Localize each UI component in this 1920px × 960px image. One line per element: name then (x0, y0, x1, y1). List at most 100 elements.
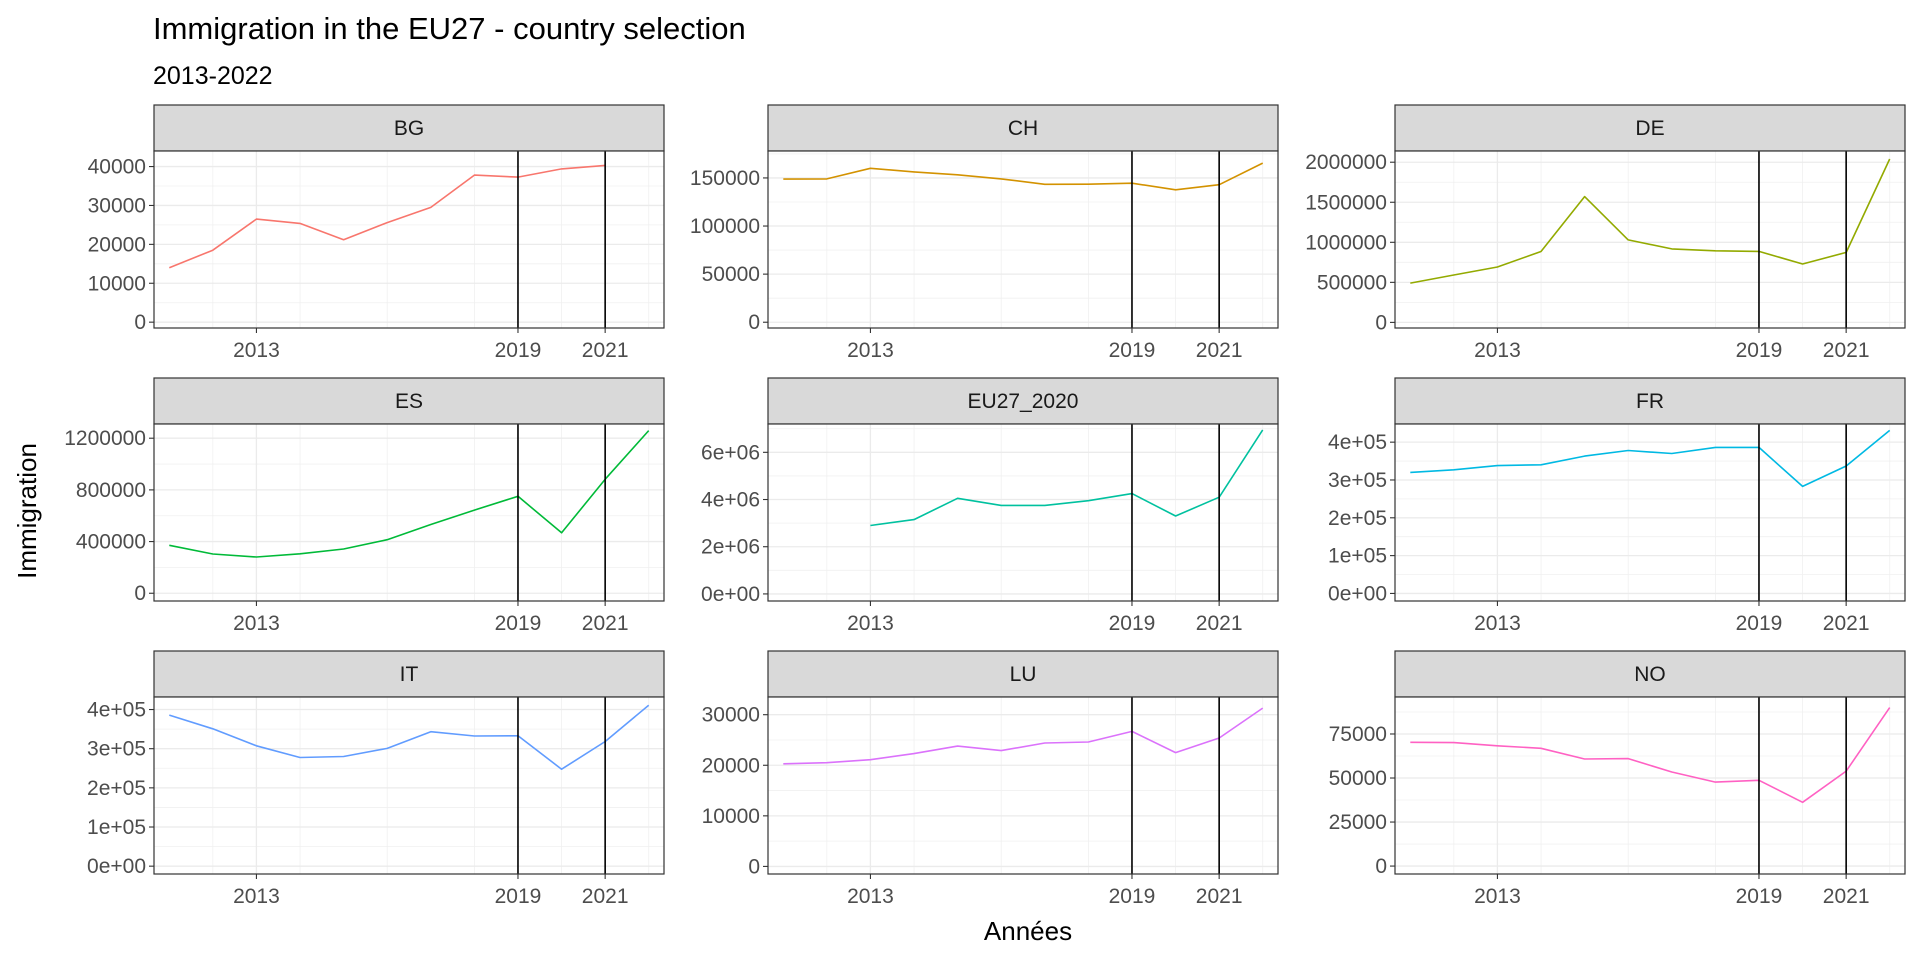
plot-background (1395, 697, 1905, 874)
y-tick-label: 20000 (88, 233, 146, 256)
y-tick-label: 0 (748, 311, 760, 334)
facet-strip (153, 650, 665, 698)
y-tick-label: 10000 (702, 805, 760, 828)
x-tick-label: 2021 (1823, 612, 1870, 635)
y-tick-label: 4e+05 (87, 699, 146, 722)
y-tick-label: 1000000 (1305, 231, 1387, 254)
plot-background (1395, 151, 1905, 328)
y-tick-label: 0e+00 (1328, 582, 1387, 605)
facet-strip-label: IT (400, 663, 419, 686)
panel-border (153, 423, 665, 602)
x-tick-label: 2013 (233, 339, 280, 362)
plot-background (154, 697, 664, 874)
y-tick-label: 0 (1375, 855, 1387, 878)
y-tick-label: 50000 (1329, 767, 1387, 790)
y-tick-label: 0e+00 (701, 583, 760, 606)
y-tick-label: 40000 (88, 156, 146, 179)
x-tick-label: 2019 (1736, 612, 1783, 635)
x-tick-label: 2021 (1823, 885, 1870, 908)
facet-strip-label: ES (395, 390, 423, 413)
series-line (1410, 158, 1891, 284)
y-tick-label: 800000 (76, 479, 146, 502)
x-tick-label: 2013 (847, 885, 894, 908)
x-tick-label: 2021 (1196, 885, 1243, 908)
y-tick-label: 400000 (76, 531, 146, 554)
facet-strip-label: EU27_2020 (968, 390, 1079, 413)
y-tick-label: 150000 (690, 167, 760, 190)
plot-background (768, 424, 1278, 601)
chart-title: Immigration in the EU27 - country select… (153, 11, 746, 46)
series-line (783, 162, 1264, 191)
panel-border (767, 423, 1279, 602)
plot-background (768, 697, 1278, 874)
series-line (169, 430, 650, 558)
facet-strip-label: CH (1008, 117, 1038, 140)
facet-strip-label: DE (1635, 117, 1664, 140)
panel-border (1394, 150, 1906, 329)
y-tick-label: 6e+06 (701, 441, 760, 464)
x-tick-label: 2013 (1474, 339, 1521, 362)
panel-eu27_2020: EU27_2020 0e+00 2e+06 4e+06 6e+06 2013 2019 202… (701, 377, 1279, 635)
panel-ch: CH 0 50000 100000 150000 2013 2019 2021 (690, 104, 1279, 362)
y-tick-label: 3e+05 (1328, 469, 1387, 492)
y-tick-label: 2e+06 (701, 536, 760, 559)
x-tick-label: 2013 (233, 885, 280, 908)
series-line (1410, 429, 1891, 488)
x-tick-label: 2019 (1109, 339, 1156, 362)
panel-lu: LU 0 10000 20000 30000 2013 2019 2021 (702, 650, 1279, 908)
y-tick-label: 2000000 (1305, 151, 1387, 174)
y-tick-label: 2e+05 (1328, 507, 1387, 530)
y-tick-label: 1200000 (64, 427, 146, 450)
x-tick-label: 2019 (495, 339, 542, 362)
x-tick-label: 2019 (495, 612, 542, 635)
y-tick-label: 500000 (1317, 271, 1387, 294)
x-tick-label: 2013 (847, 612, 894, 635)
panel-bg: BG 0 10000 20000 30000 40000 2013 2019 2021 (88, 104, 665, 362)
y-tick-label: 1e+05 (87, 816, 146, 839)
y-tick-label: 1500000 (1305, 191, 1387, 214)
series-line (169, 704, 650, 771)
x-tick-label: 2019 (1736, 885, 1783, 908)
series-line (1410, 707, 1891, 804)
y-tick-label: 20000 (702, 754, 760, 777)
panel-border (767, 150, 1279, 329)
y-tick-label: 25000 (1329, 811, 1387, 834)
panel-no: NO 0 25000 50000 75000 2013 2019 2021 (1329, 650, 1906, 908)
facet-strip-label: FR (1636, 390, 1664, 413)
y-tick-label: 0 (748, 855, 760, 878)
y-tick-label: 4e+06 (701, 489, 760, 512)
plot-background (154, 424, 664, 601)
y-tick-label: 30000 (702, 704, 760, 727)
x-tick-label: 2019 (1736, 339, 1783, 362)
y-axis-title: Immigration (12, 443, 42, 579)
y-tick-label: 2e+05 (87, 777, 146, 800)
x-tick-label: 2013 (1474, 612, 1521, 635)
x-tick-label: 2021 (1196, 339, 1243, 362)
facet-strip (153, 377, 665, 425)
x-tick-label: 2019 (1109, 885, 1156, 908)
facet-strip (1394, 377, 1906, 425)
x-tick-label: 2021 (582, 612, 629, 635)
y-tick-label: 3e+05 (87, 738, 146, 761)
series-line (783, 707, 1264, 765)
y-tick-label: 0e+00 (87, 855, 146, 878)
y-tick-label: 100000 (690, 215, 760, 238)
panel-border (1394, 696, 1906, 875)
x-tick-label: 2013 (233, 612, 280, 635)
facet-strip (153, 104, 665, 152)
facet-strip-label: BG (394, 117, 424, 140)
chart-subtitle: 2013-2022 (153, 62, 273, 90)
panel-border (767, 696, 1279, 875)
y-tick-label: 4e+05 (1328, 431, 1387, 454)
y-tick-label: 10000 (88, 272, 146, 295)
x-tick-label: 2019 (1109, 612, 1156, 635)
plot-background (1395, 424, 1905, 601)
panel-es: ES 0 400000 800000 1200000 2013 2019 2021 (64, 377, 665, 635)
panel-fr: FR 0e+00 1e+05 2e+05 3e+05 4e+05 2013 2019 2021 (1328, 377, 1906, 635)
y-tick-label: 0 (1375, 311, 1387, 334)
x-tick-label: 2013 (847, 339, 894, 362)
y-tick-label: 30000 (88, 194, 146, 217)
facet-strip-label: LU (1010, 663, 1037, 686)
x-axis-title: Années (984, 916, 1072, 946)
